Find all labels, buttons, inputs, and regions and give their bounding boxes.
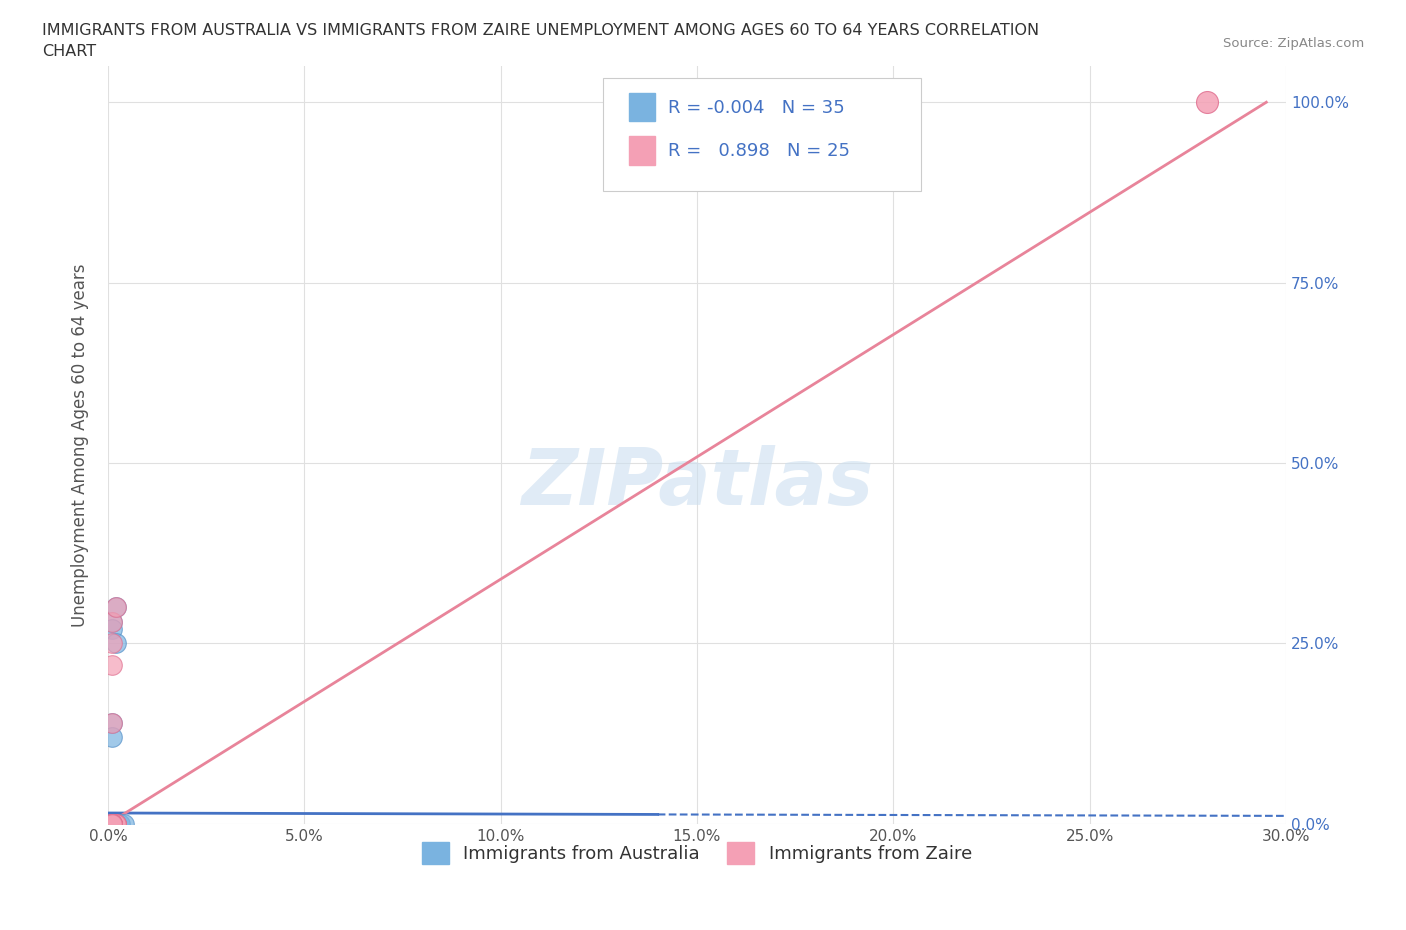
Point — [104, 636, 127, 651]
Point — [104, 817, 127, 831]
Point — [101, 817, 124, 831]
Point — [104, 817, 127, 831]
Point — [101, 615, 124, 630]
Point — [104, 817, 127, 831]
Text: R = -0.004   N = 35: R = -0.004 N = 35 — [668, 99, 844, 117]
Point — [101, 817, 124, 831]
Point — [101, 817, 124, 831]
Point — [101, 636, 124, 651]
Point — [104, 600, 127, 615]
Point — [97, 817, 120, 831]
Point — [101, 817, 124, 831]
Text: IMMIGRANTS FROM AUSTRALIA VS IMMIGRANTS FROM ZAIRE UNEMPLOYMENT AMONG AGES 60 TO: IMMIGRANTS FROM AUSTRALIA VS IMMIGRANTS … — [42, 23, 1039, 38]
Point — [101, 817, 124, 831]
Point — [101, 817, 124, 831]
Point — [104, 817, 127, 831]
Point — [101, 817, 124, 831]
Point — [101, 817, 124, 831]
Point — [101, 817, 124, 831]
Point — [104, 817, 127, 831]
Point — [104, 817, 127, 831]
Point — [101, 817, 124, 831]
Point — [101, 715, 124, 730]
Point — [101, 817, 124, 831]
Point — [101, 817, 124, 831]
Point — [101, 817, 124, 831]
Point — [101, 817, 124, 831]
Point — [101, 715, 124, 730]
Point — [101, 817, 124, 831]
Point — [101, 817, 124, 831]
Point — [101, 658, 124, 672]
Text: CHART: CHART — [42, 44, 96, 59]
Text: R =   0.898   N = 25: R = 0.898 N = 25 — [668, 142, 849, 160]
Point — [104, 600, 127, 615]
Point — [101, 817, 124, 831]
Point — [101, 817, 124, 831]
Point — [101, 621, 124, 636]
FancyBboxPatch shape — [603, 77, 921, 192]
Point — [112, 817, 135, 831]
Point — [101, 817, 124, 831]
Bar — [628, 93, 655, 122]
Point — [104, 817, 127, 831]
Point — [101, 817, 124, 831]
Point — [101, 817, 124, 831]
Text: Source: ZipAtlas.com: Source: ZipAtlas.com — [1223, 37, 1364, 50]
Point — [101, 817, 124, 831]
Point — [101, 817, 124, 831]
Point — [1197, 95, 1219, 110]
Point — [101, 817, 124, 831]
Point — [104, 817, 127, 831]
Legend: Immigrants from Australia, Immigrants from Zaire: Immigrants from Australia, Immigrants fr… — [415, 835, 979, 871]
Point — [103, 817, 125, 831]
Point — [101, 817, 124, 831]
Bar — [628, 136, 655, 165]
Point — [101, 730, 124, 745]
Point — [101, 817, 124, 831]
Point — [101, 817, 124, 831]
Text: ZIPatlas: ZIPatlas — [520, 445, 873, 521]
Point — [101, 817, 124, 831]
Point — [104, 817, 127, 831]
Y-axis label: Unemployment Among Ages 60 to 64 years: Unemployment Among Ages 60 to 64 years — [72, 263, 89, 627]
Point — [101, 615, 124, 630]
Point — [108, 817, 131, 831]
Point — [104, 817, 127, 831]
Point — [101, 817, 124, 831]
Point — [101, 817, 124, 831]
Point — [101, 817, 124, 831]
Point — [101, 817, 124, 831]
Point — [104, 817, 127, 831]
Point — [101, 817, 124, 831]
